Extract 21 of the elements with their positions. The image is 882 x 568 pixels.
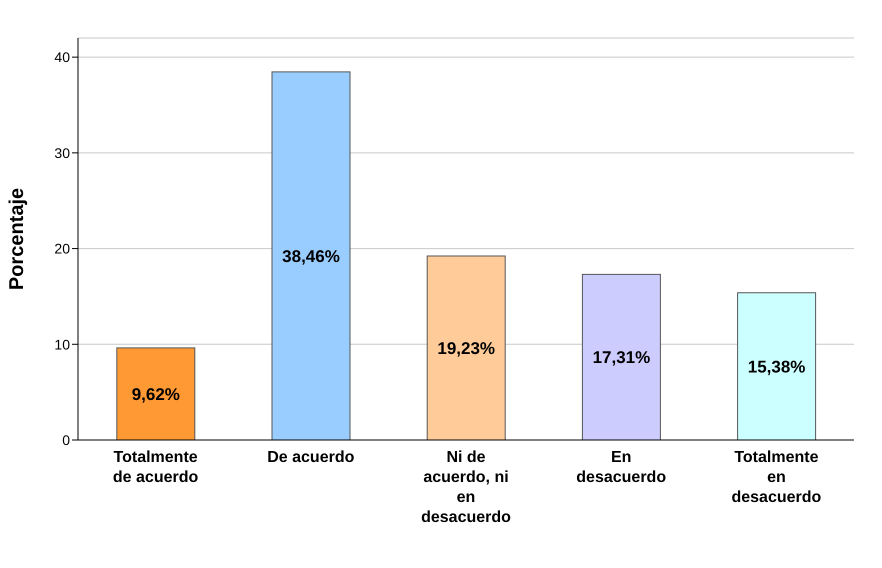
- data-label: 17,31%: [592, 348, 650, 368]
- y-tick-label: 30: [54, 144, 70, 161]
- y-tick-label: 10: [54, 336, 70, 352]
- y-tick-label: 40: [54, 49, 70, 66]
- x-tick-label: De acuerdo: [267, 449, 355, 466]
- bar: [272, 71, 350, 440]
- bar: [116, 347, 196, 440]
- x-tick-label: Totalmente de acuerdo: [112, 449, 199, 486]
- bar: [737, 292, 816, 440]
- x-tick-label: Ni de acuerdo, ni en desacuerdo: [421, 449, 512, 526]
- y-axis-title: Porcentaje: [6, 188, 28, 290]
- data-label: 9,62%: [132, 384, 180, 404]
- x-tick-label: Totalmente en desacuerdo: [731, 449, 822, 506]
- y-tick-label: 0: [62, 432, 70, 448]
- bar: [426, 255, 506, 440]
- data-label: 38,46%: [282, 246, 340, 266]
- y-tick-label: 20: [54, 240, 70, 257]
- x-tick-label: En desacuerdo: [576, 449, 666, 486]
- data-label: 19,23%: [437, 339, 496, 358]
- bar: [582, 274, 661, 440]
- data-label: 15,38%: [748, 357, 806, 376]
